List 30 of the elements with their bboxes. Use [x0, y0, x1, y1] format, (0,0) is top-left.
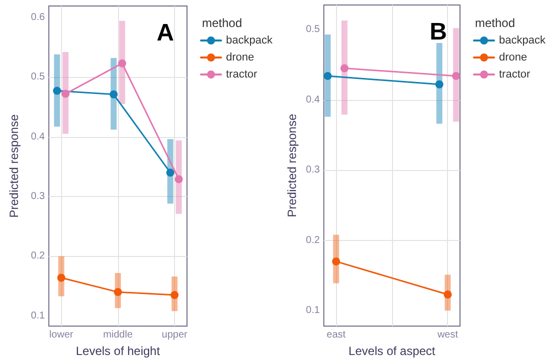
- y-tick-label: 0.1: [306, 305, 320, 316]
- legend-title: method: [202, 16, 242, 30]
- legend-label: drone: [499, 52, 528, 64]
- y-tick-label: 0.5: [306, 24, 320, 36]
- y-tick-label: 0.6: [30, 12, 46, 23]
- y-tick-label: 0.2: [306, 234, 320, 246]
- y-tick-label: 0.3: [30, 191, 46, 202]
- y-tick-label: 0.2: [30, 250, 46, 262]
- x-tick-label: lower: [49, 330, 74, 341]
- y-tick-label: 0.4: [30, 131, 46, 142]
- y-axis-title: Predicted response: [7, 114, 21, 218]
- y-tick-label: 0.3: [306, 164, 320, 176]
- x-tick-label: upper: [162, 330, 188, 341]
- y-tick-label: 0.1: [30, 310, 46, 322]
- legend-title: method: [475, 16, 516, 30]
- legend-label: drone: [226, 52, 254, 64]
- y-axis-title: Predicted response: [284, 114, 299, 218]
- x-tick-label: east: [326, 330, 346, 341]
- text: B: [430, 18, 448, 46]
- legend-label: backpack: [226, 34, 273, 46]
- x-axis-title: Levels of height: [76, 344, 161, 358]
- y-tick-label: 0.4: [306, 94, 320, 106]
- y-tick-label: 0.5: [30, 72, 46, 83]
- text: A: [156, 20, 174, 46]
- legend-label: tractor: [226, 68, 258, 80]
- x-tick-label: west: [436, 330, 458, 341]
- x-axis-title: Levels of aspect: [348, 344, 436, 358]
- legend-label: backpack: [499, 34, 546, 46]
- legend-label: tractor: [499, 68, 531, 80]
- x-tick-label: middle: [103, 330, 134, 341]
